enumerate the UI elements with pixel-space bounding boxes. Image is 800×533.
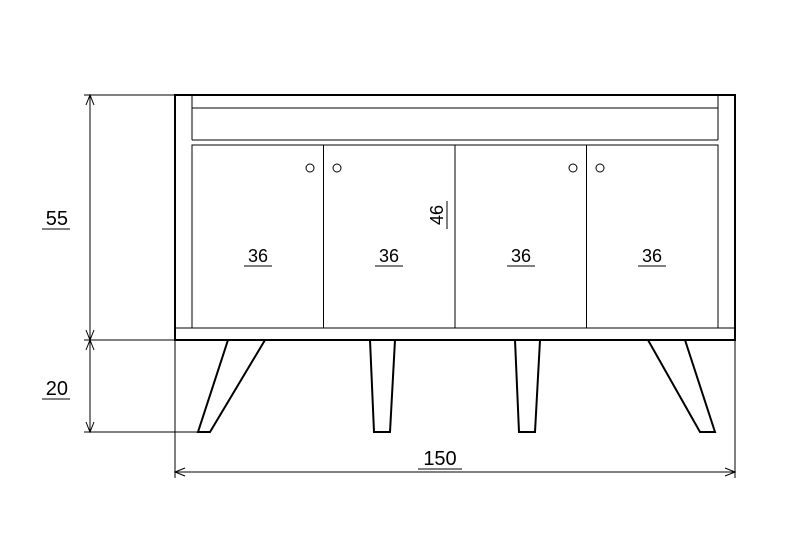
dim-label-20: 20 [46, 378, 68, 400]
cabinet-door [587, 145, 719, 328]
door-width-label: 36 [511, 246, 531, 266]
cabinet-door [455, 145, 587, 328]
dim-label-150: 150 [423, 448, 456, 470]
cabinet-leg [198, 340, 265, 432]
cabinet-door [324, 145, 456, 328]
dim-label-55: 55 [46, 208, 68, 230]
cabinet-door [192, 145, 324, 328]
cabinet-leg [370, 340, 395, 432]
door-height-label: 46 [427, 205, 447, 225]
door-width-label: 36 [248, 246, 268, 266]
door-width-label: 36 [642, 246, 662, 266]
cabinet-leg [515, 340, 540, 432]
cabinet-leg [648, 340, 715, 432]
door-width-label: 36 [379, 246, 399, 266]
